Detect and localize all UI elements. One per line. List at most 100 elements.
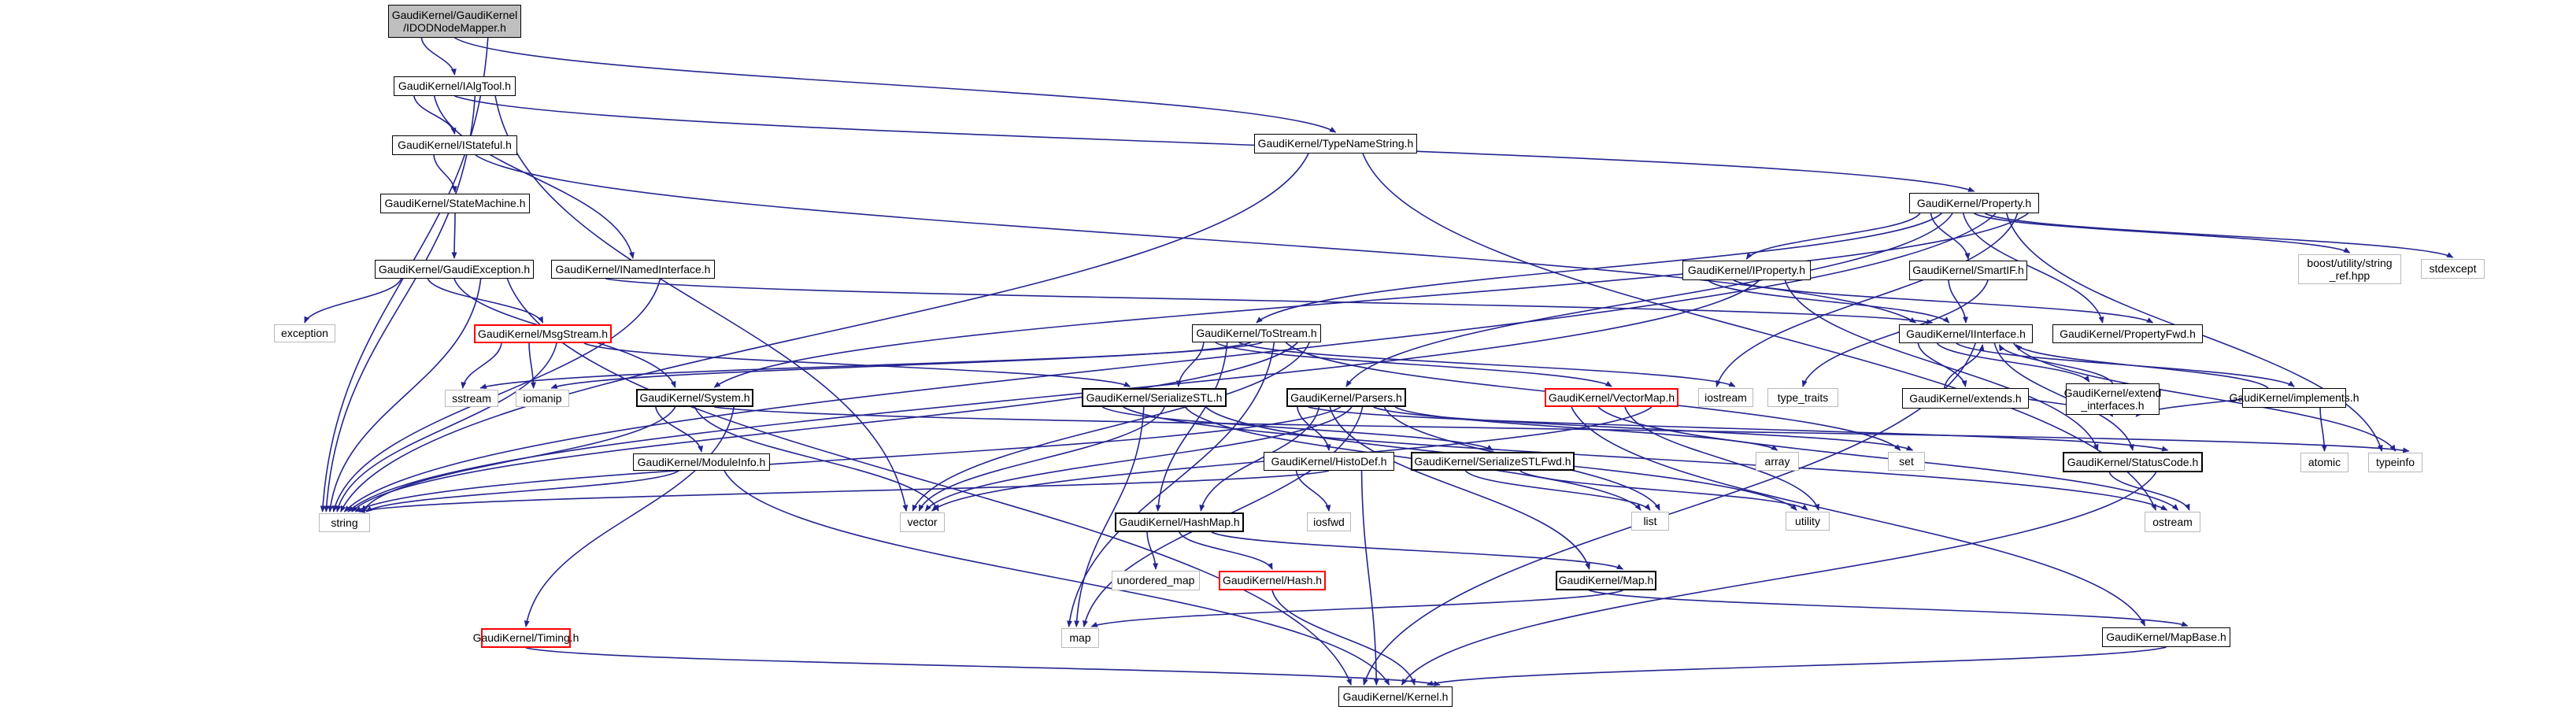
edge-MapBase-to-Kernel: [1426, 646, 2167, 686]
node-sstream[interactable]: sstream: [445, 390, 498, 407]
node-SerializeSTLFwd[interactable]: GaudiKernel/SerializeSTLFwd.h: [1411, 452, 1575, 471]
edge-Parsers-to-string: [354, 406, 1342, 512]
node-TypeNameString[interactable]: GaudiKernel/TypeNameString.h: [1254, 134, 1417, 154]
node-iostream[interactable]: iostream: [1698, 388, 1753, 407]
node-IStateful[interactable]: GaudiKernel/IStateful.h: [392, 135, 517, 155]
node-iosfwd[interactable]: iosfwd: [1307, 512, 1351, 531]
edge-Parsers-to-Map: [1329, 406, 1590, 570]
edge-HistoDef-to-iosfwd: [1295, 470, 1331, 512]
node-implements[interactable]: GaudiKernel/implements.h: [2230, 388, 2359, 408]
node-stdexcept[interactable]: stdexcept: [2421, 259, 2485, 279]
edge-Property-to-iostream: [1715, 213, 2019, 387]
edge-IProperty-to-string: [347, 279, 1760, 512]
node-Timing[interactable]: GaudiKernel/Timing.h: [473, 628, 579, 648]
edge-extend_interfaces-to-IInterface: [1998, 344, 2114, 384]
node-Hash[interactable]: GaudiKernel/Hash.h: [1219, 571, 1326, 590]
edge-MsgStream-to-SerializeSTL: [583, 342, 1131, 387]
node-root[interactable]: GaudiKernel/GaudiKernel /IDODNodeMapper.…: [388, 5, 521, 38]
edge-System-to-string: [362, 406, 676, 512]
node-atomic[interactable]: atomic: [2300, 453, 2348, 472]
edge-SerializeSTL-to-map: [1074, 406, 1145, 627]
edge-TypeNameString-to-string: [340, 153, 1309, 512]
node-list[interactable]: list: [1631, 512, 1669, 531]
edge-System-to-ModuleInfo: [655, 406, 704, 453]
edge-IAlgTool-to-Property: [454, 95, 1975, 192]
edge-extends-to-IInterface: [1943, 344, 1985, 389]
node-map[interactable]: map: [1061, 628, 1099, 648]
edge-Property-to-string_ref: [1974, 213, 2351, 253]
edge-implements-to-IInterface: [2015, 344, 2269, 389]
edge-VectorMap-to-MapBase: [1571, 406, 2146, 627]
node-set[interactable]: set: [1888, 452, 1925, 471]
node-GaudiException[interactable]: GaudiKernel/GaudiException.h: [375, 260, 534, 279]
node-Parsers[interactable]: GaudiKernel/Parsers.h: [1286, 388, 1406, 407]
node-type_traits[interactable]: type_traits: [1767, 388, 1838, 407]
node-Property[interactable]: GaudiKernel/Property.h: [1909, 193, 2039, 213]
edge-IInterface-to-StatusCode: [1993, 342, 2134, 451]
edge-HistoDef-to-string: [358, 470, 1330, 513]
node-extend_interfaces[interactable]: GaudiKernel/extend _interfaces.h: [2064, 383, 2161, 415]
node-IAlgTool[interactable]: GaudiKernel/IAlgTool.h: [394, 76, 516, 96]
node-MapBase[interactable]: GaudiKernel/MapBase.h: [2102, 627, 2230, 647]
edge-Parsers-to-HashMap: [1199, 406, 1320, 512]
edge-ToStream-to-sstream: [479, 342, 1263, 390]
edge-TypeNameString-to-ostream: [1362, 153, 2156, 511]
edge-SerializeSTLFwd-to-utility: [1519, 470, 1808, 511]
node-vector[interactable]: vector: [900, 512, 945, 532]
edge-HashMap-to-unordered_map: [1146, 531, 1159, 570]
edge-root-to-IAlgTool: [420, 37, 457, 76]
edge-IProperty-to-IInterface: [1708, 279, 1950, 324]
node-INamedInterface[interactable]: GaudiKernel/INamedInterface.h: [551, 260, 715, 279]
node-Kernel[interactable]: GaudiKernel/Kernel.h: [1338, 686, 1453, 707]
edge-Property-to-ToStream: [1256, 213, 1942, 324]
edge-HashMap-to-Hash: [1179, 531, 1273, 570]
edge-MsgStream-to-string: [335, 342, 557, 512]
edge-Parsers-to-HistoDef: [1297, 406, 1331, 451]
node-ToStream[interactable]: GaudiKernel/ToStream.h: [1192, 324, 1321, 342]
node-SerializeSTL[interactable]: GaudiKernel/SerializeSTL.h: [1082, 388, 1227, 407]
edge-Map-to-map: [1090, 590, 1623, 627]
edge-System-to-typeinfo: [714, 406, 2410, 453]
node-VectorMap[interactable]: GaudiKernel/VectorMap.h: [1545, 388, 1678, 407]
node-string_ref[interactable]: boost/utility/string _ref.hpp: [2298, 254, 2401, 284]
edge-ModuleInfo-to-string: [365, 470, 679, 512]
node-unordered_map[interactable]: unordered_map: [1112, 571, 1200, 590]
node-MsgStream[interactable]: GaudiKernel/MsgStream.h: [474, 324, 612, 343]
node-HashMap[interactable]: GaudiKernel/HashMap.h: [1115, 512, 1244, 532]
node-iomanip[interactable]: iomanip: [516, 390, 569, 407]
node-IInterface[interactable]: GaudiKernel/IInterface.h: [1899, 324, 2033, 343]
node-System[interactable]: GaudiKernel/System.h: [636, 389, 753, 407]
edge-System-to-Timing: [524, 406, 735, 627]
node-IProperty[interactable]: GaudiKernel/IProperty.h: [1682, 261, 1811, 280]
node-StatusCode[interactable]: GaudiKernel/StatusCode.h: [2063, 452, 2203, 472]
edge-VectorMap-to-utility: [1624, 406, 1819, 511]
edge-IAlgTool-to-string: [324, 95, 476, 512]
node-PropertyFwd[interactable]: GaudiKernel/PropertyFwd.h: [2052, 324, 2203, 343]
edge-StatusCode-to-ostream: [2108, 472, 2190, 511]
node-Map[interactable]: GaudiKernel/Map.h: [1556, 571, 1656, 590]
edge-IProperty-to-PropertyFwd: [1733, 279, 2154, 324]
edge-Hash-to-Kernel: [1271, 590, 1416, 686]
node-typeinfo[interactable]: typeinfo: [2368, 453, 2422, 472]
node-exception[interactable]: exception: [274, 324, 335, 342]
node-StateMachine[interactable]: GaudiKernel/StateMachine.h: [380, 194, 530, 213]
edge-ToStream-to-VectorMap: [1215, 342, 1612, 387]
edge-GaudiException-to-MsgStream: [427, 278, 544, 324]
node-array[interactable]: array: [1756, 452, 1799, 471]
edge-SerializeSTLFwd-to-list: [1464, 470, 1651, 511]
node-SmartIF[interactable]: GaudiKernel/SmartIF.h: [1909, 261, 2027, 280]
edge-IStateful-to-StateMachine: [433, 154, 457, 193]
edge-StateMachine-to-GaudiException: [451, 213, 457, 259]
edge-SmartIF-to-type_traits: [1801, 279, 1989, 387]
node-ostream[interactable]: ostream: [2145, 512, 2200, 532]
edge-IAlgTool-to-vector: [494, 95, 909, 512]
node-HistoDef[interactable]: GaudiKernel/HistoDef.h: [1264, 452, 1394, 471]
edge-Property-to-IProperty: [1745, 213, 1921, 260]
edge-Parsers-to-set: [1373, 406, 1914, 451]
node-ModuleInfo[interactable]: GaudiKernel/ModuleInfo.h: [633, 453, 770, 471]
node-utility[interactable]: utility: [1786, 512, 1830, 531]
edge-IAlgTool-to-IStateful: [413, 95, 457, 135]
node-extends[interactable]: GaudiKernel/extends.h: [1902, 388, 2029, 409]
node-string[interactable]: string: [319, 513, 370, 532]
